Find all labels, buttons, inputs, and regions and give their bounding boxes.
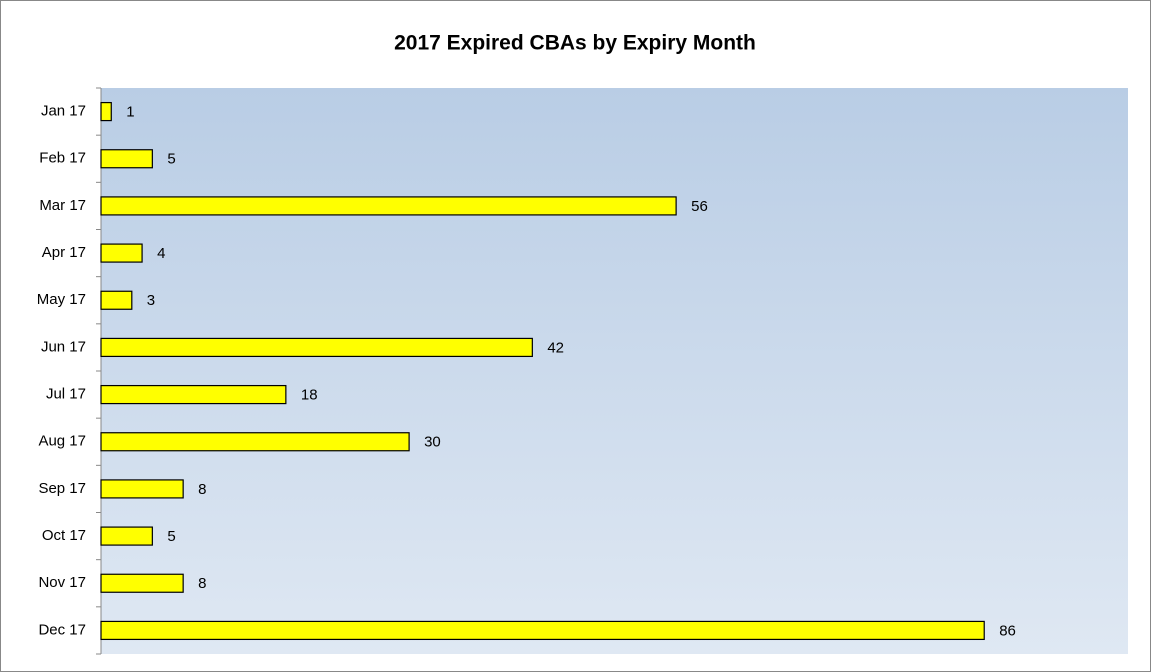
data-label: 8 (198, 575, 206, 592)
data-label: 42 (547, 339, 564, 356)
data-label: 4 (157, 245, 165, 262)
bar (100, 526, 153, 546)
data-label: 18 (301, 387, 318, 404)
y-tick-label: Sep 17 (38, 480, 86, 497)
y-tick-label: Apr 17 (42, 244, 86, 261)
bar (100, 479, 184, 499)
data-label: 1 (126, 104, 134, 121)
y-tick-label: Jan 17 (41, 103, 86, 120)
y-tick-label: Jun 17 (41, 338, 86, 355)
bar (100, 337, 533, 358)
y-tick-label: Oct 17 (42, 527, 86, 544)
bar (100, 384, 287, 405)
y-tick-label: Feb 17 (39, 150, 86, 167)
bar (100, 101, 112, 122)
bar (100, 620, 985, 641)
bar (100, 149, 153, 169)
y-tick-label: Jul 17 (46, 386, 86, 403)
plot-area (101, 88, 1128, 654)
data-label: 56 (691, 198, 708, 215)
bar (100, 573, 184, 593)
data-label: 5 (167, 528, 175, 545)
y-tick-label: May 17 (37, 291, 86, 308)
y-tick-label: Dec 17 (38, 621, 86, 638)
data-label: 5 (167, 151, 175, 168)
data-label: 8 (198, 481, 206, 498)
y-tick-label: Mar 17 (39, 197, 86, 214)
y-tick-label: Aug 17 (38, 433, 86, 450)
data-label: 3 (147, 292, 155, 309)
data-label: 30 (424, 434, 441, 451)
chart-title: 2017 Expired CBAs by Expiry Month (394, 32, 756, 55)
data-label: 86 (999, 622, 1016, 639)
y-tick-label: Nov 17 (38, 574, 86, 591)
bar (100, 243, 143, 263)
bar (100, 196, 677, 216)
bar (100, 290, 133, 310)
bar (100, 432, 410, 452)
